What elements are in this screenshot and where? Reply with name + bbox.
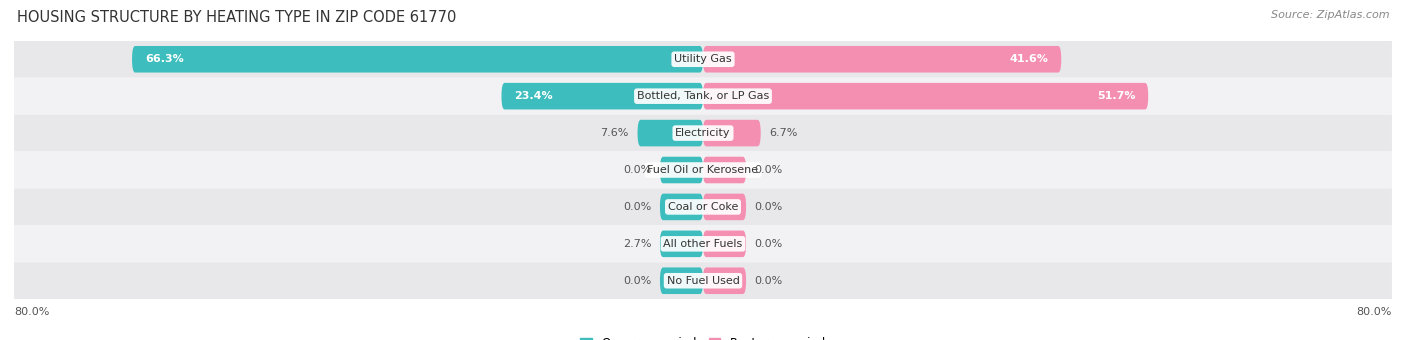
Text: 23.4%: 23.4% xyxy=(515,91,553,101)
Text: 0.0%: 0.0% xyxy=(623,165,651,175)
Text: 7.6%: 7.6% xyxy=(600,128,628,138)
Text: 0.0%: 0.0% xyxy=(755,276,783,286)
Text: HOUSING STRUCTURE BY HEATING TYPE IN ZIP CODE 61770: HOUSING STRUCTURE BY HEATING TYPE IN ZIP… xyxy=(17,10,456,25)
Text: All other Fuels: All other Fuels xyxy=(664,239,742,249)
FancyBboxPatch shape xyxy=(659,157,703,183)
FancyBboxPatch shape xyxy=(14,225,1392,262)
FancyBboxPatch shape xyxy=(659,268,703,294)
FancyBboxPatch shape xyxy=(703,231,747,257)
FancyBboxPatch shape xyxy=(659,193,703,220)
FancyBboxPatch shape xyxy=(14,152,1392,188)
FancyBboxPatch shape xyxy=(14,78,1392,115)
FancyBboxPatch shape xyxy=(659,231,703,257)
Text: Utility Gas: Utility Gas xyxy=(675,54,731,64)
FancyBboxPatch shape xyxy=(502,83,703,109)
FancyBboxPatch shape xyxy=(14,262,1392,299)
FancyBboxPatch shape xyxy=(14,188,1392,225)
Text: 66.3%: 66.3% xyxy=(145,54,184,64)
Text: 80.0%: 80.0% xyxy=(1357,307,1392,317)
FancyBboxPatch shape xyxy=(14,115,1392,152)
Text: Source: ZipAtlas.com: Source: ZipAtlas.com xyxy=(1271,10,1389,20)
Text: 6.7%: 6.7% xyxy=(769,128,797,138)
Text: 0.0%: 0.0% xyxy=(623,276,651,286)
Text: Fuel Oil or Kerosene: Fuel Oil or Kerosene xyxy=(647,165,759,175)
Text: 0.0%: 0.0% xyxy=(755,202,783,212)
Text: 51.7%: 51.7% xyxy=(1097,91,1135,101)
FancyBboxPatch shape xyxy=(703,120,761,147)
FancyBboxPatch shape xyxy=(703,46,1062,72)
FancyBboxPatch shape xyxy=(14,41,1392,78)
FancyBboxPatch shape xyxy=(132,46,703,72)
FancyBboxPatch shape xyxy=(703,193,747,220)
Legend: Owner-occupied, Renter-occupied: Owner-occupied, Renter-occupied xyxy=(579,337,827,340)
Text: Electricity: Electricity xyxy=(675,128,731,138)
Text: No Fuel Used: No Fuel Used xyxy=(666,276,740,286)
Text: 2.7%: 2.7% xyxy=(623,239,651,249)
Text: 0.0%: 0.0% xyxy=(755,239,783,249)
Text: 0.0%: 0.0% xyxy=(623,202,651,212)
FancyBboxPatch shape xyxy=(703,268,747,294)
FancyBboxPatch shape xyxy=(703,83,1149,109)
Text: 0.0%: 0.0% xyxy=(755,165,783,175)
Text: 41.6%: 41.6% xyxy=(1010,54,1049,64)
FancyBboxPatch shape xyxy=(637,120,703,147)
Text: Coal or Coke: Coal or Coke xyxy=(668,202,738,212)
Text: 80.0%: 80.0% xyxy=(14,307,49,317)
FancyBboxPatch shape xyxy=(703,157,747,183)
Text: Bottled, Tank, or LP Gas: Bottled, Tank, or LP Gas xyxy=(637,91,769,101)
